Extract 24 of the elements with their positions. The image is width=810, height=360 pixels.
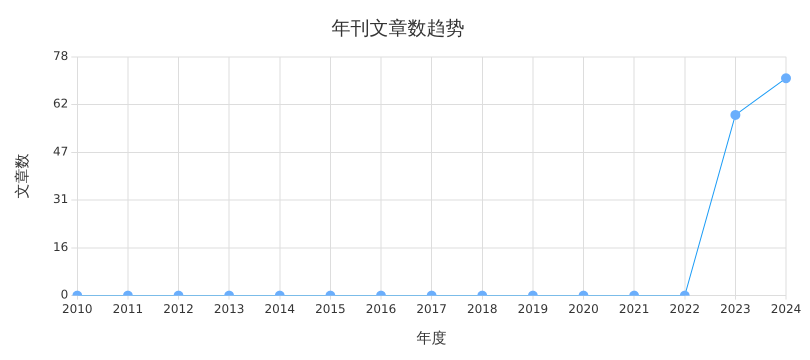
- x-tick-label: 2016: [366, 302, 396, 316]
- x-tick-label: 2010: [62, 302, 93, 316]
- y-axis-title: 文章数: [12, 154, 31, 199]
- y-tick-label: 31: [52, 192, 68, 206]
- x-tick-label: 2020: [568, 302, 599, 316]
- x-tick-label: 2017: [416, 302, 447, 316]
- y-tick-label: 0: [60, 288, 68, 302]
- chart-title: 年刊文章数趋势: [332, 17, 464, 40]
- x-tick-label: 2011: [112, 302, 144, 316]
- y-tick-label: 16: [52, 240, 68, 254]
- x-tick-label: 2014: [264, 302, 296, 316]
- x-tick-label: 2015: [315, 302, 346, 316]
- y-tick-label: 62: [52, 96, 68, 111]
- x-tick-label: 2023: [720, 302, 751, 316]
- x-tick-label: 2013: [214, 302, 244, 316]
- x-tick-label: 2022: [669, 302, 700, 316]
- y-tick-label: 78: [52, 48, 68, 63]
- x-tick-label: 2012: [163, 302, 194, 316]
- x-tick-label: 2024: [770, 302, 802, 316]
- x-tick-label: 2021: [618, 302, 650, 316]
- x-axis-title: 年度: [416, 328, 447, 347]
- y-tick-label: 47: [52, 144, 68, 158]
- x-tick-label: 2018: [466, 302, 498, 316]
- x-tick-label: 2019: [518, 302, 548, 316]
